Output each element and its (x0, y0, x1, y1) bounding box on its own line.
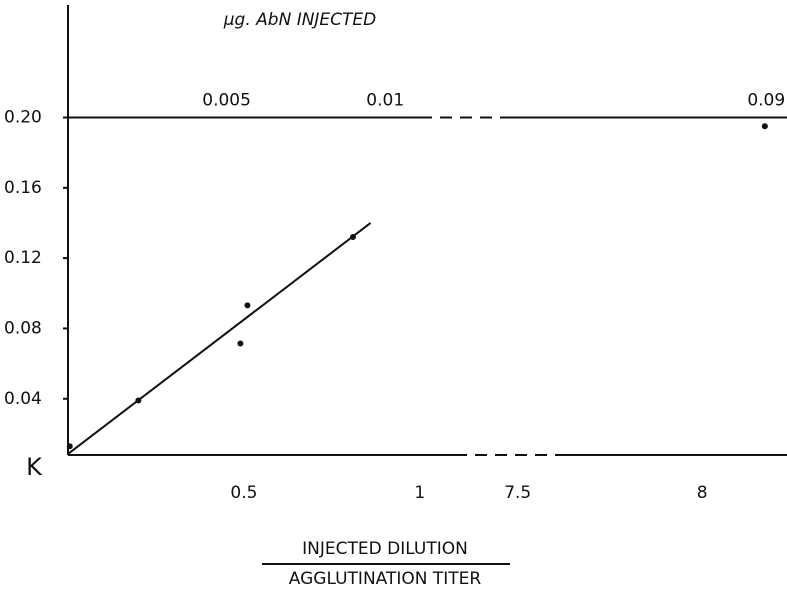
x-axis-label: INJECTED DILUTION (302, 539, 468, 559)
top-axis-label: µg. AbN INJECTED (223, 10, 377, 30)
data-point (349, 234, 356, 241)
top-tick-label: 0.01 (366, 91, 404, 111)
y-tick-label: 0.12 (4, 248, 42, 268)
y-axis-label: K (26, 453, 43, 481)
top-tick-label: 0.09 (747, 91, 785, 111)
data-point (237, 340, 244, 347)
data-point (135, 397, 142, 404)
x-tick-label: 1 (414, 483, 425, 503)
y-tick-label: 0.16 (4, 178, 42, 198)
y-tick-label: 0.20 (4, 108, 42, 128)
data-point (244, 302, 251, 309)
x-tick-label: 0.5 (230, 483, 257, 503)
top-tick-label: 0.005 (202, 91, 251, 111)
x-tick-label: 7.5 (504, 483, 531, 503)
y-tick-label: 0.08 (4, 318, 42, 338)
x-tick-label: 8 (697, 483, 708, 503)
fit-line (67, 222, 372, 455)
x-axis-label: AGGLUTINATION TITER (289, 569, 482, 589)
data-point (761, 123, 768, 130)
data-point (66, 443, 73, 450)
y-tick-label: 0.04 (4, 389, 42, 409)
